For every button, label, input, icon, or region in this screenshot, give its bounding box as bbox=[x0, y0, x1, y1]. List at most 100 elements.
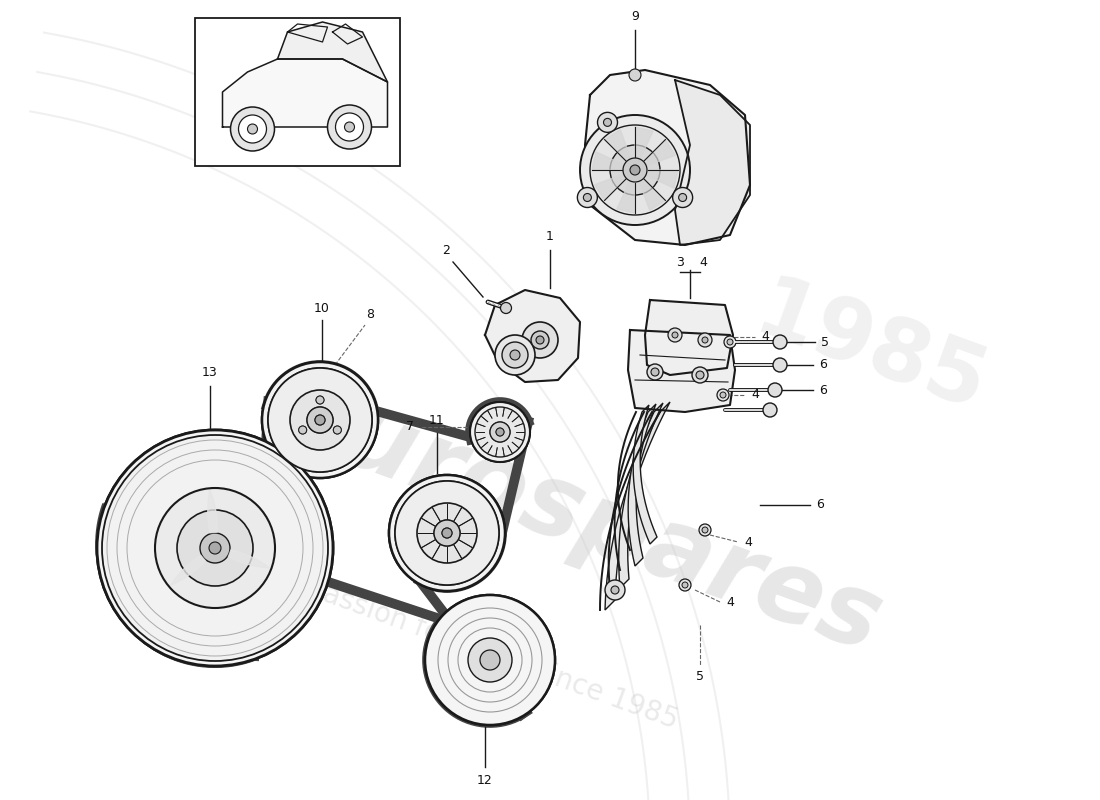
Circle shape bbox=[333, 426, 341, 434]
Polygon shape bbox=[485, 290, 580, 382]
Circle shape bbox=[727, 339, 733, 345]
Polygon shape bbox=[635, 127, 653, 158]
Circle shape bbox=[268, 368, 372, 472]
Text: 6: 6 bbox=[816, 498, 824, 511]
Circle shape bbox=[316, 396, 324, 404]
Text: 8: 8 bbox=[366, 309, 374, 322]
Circle shape bbox=[177, 510, 253, 586]
Polygon shape bbox=[647, 170, 678, 188]
Polygon shape bbox=[645, 300, 733, 375]
Polygon shape bbox=[617, 182, 635, 213]
Bar bbox=[195, 18, 400, 166]
Polygon shape bbox=[208, 490, 217, 533]
Circle shape bbox=[605, 580, 625, 600]
Polygon shape bbox=[628, 404, 656, 566]
Polygon shape bbox=[675, 80, 750, 245]
Circle shape bbox=[299, 426, 307, 434]
Circle shape bbox=[268, 368, 372, 472]
Text: a passion for parts since 1985: a passion for parts since 1985 bbox=[278, 565, 682, 735]
Circle shape bbox=[531, 331, 549, 349]
Circle shape bbox=[604, 118, 612, 126]
Polygon shape bbox=[592, 152, 624, 170]
Text: 6: 6 bbox=[820, 383, 827, 397]
Circle shape bbox=[290, 390, 350, 450]
Circle shape bbox=[239, 115, 266, 143]
Circle shape bbox=[475, 407, 525, 457]
Circle shape bbox=[97, 430, 333, 666]
Circle shape bbox=[610, 145, 660, 195]
Circle shape bbox=[299, 426, 307, 434]
Polygon shape bbox=[634, 405, 657, 544]
Circle shape bbox=[629, 69, 641, 81]
Polygon shape bbox=[628, 330, 735, 412]
Circle shape bbox=[651, 368, 659, 376]
Text: 4: 4 bbox=[761, 330, 769, 343]
Circle shape bbox=[290, 390, 350, 450]
Circle shape bbox=[231, 107, 275, 151]
Polygon shape bbox=[498, 662, 507, 674]
Circle shape bbox=[430, 600, 550, 720]
Circle shape bbox=[495, 335, 535, 375]
Text: 10: 10 bbox=[315, 302, 330, 314]
Text: 6: 6 bbox=[820, 358, 827, 371]
Circle shape bbox=[333, 426, 341, 434]
Circle shape bbox=[702, 527, 708, 533]
Circle shape bbox=[717, 389, 729, 401]
Text: 2: 2 bbox=[442, 243, 450, 257]
Polygon shape bbox=[639, 179, 665, 210]
Circle shape bbox=[763, 403, 777, 417]
Circle shape bbox=[395, 481, 499, 585]
Circle shape bbox=[470, 402, 530, 462]
Polygon shape bbox=[170, 555, 206, 586]
Circle shape bbox=[597, 112, 617, 132]
Circle shape bbox=[307, 407, 333, 433]
Text: 13: 13 bbox=[202, 366, 218, 379]
Polygon shape bbox=[585, 70, 750, 245]
Circle shape bbox=[698, 524, 711, 536]
Circle shape bbox=[417, 503, 477, 563]
Polygon shape bbox=[645, 139, 675, 166]
Circle shape bbox=[102, 435, 328, 661]
Polygon shape bbox=[472, 661, 481, 671]
Circle shape bbox=[442, 528, 452, 538]
Circle shape bbox=[682, 582, 688, 588]
Circle shape bbox=[336, 113, 363, 141]
Text: 11: 11 bbox=[429, 414, 444, 426]
Polygon shape bbox=[595, 174, 626, 201]
Circle shape bbox=[315, 415, 324, 425]
Circle shape bbox=[316, 396, 324, 404]
Circle shape bbox=[470, 402, 530, 462]
Circle shape bbox=[262, 362, 378, 478]
Circle shape bbox=[200, 533, 230, 563]
Circle shape bbox=[389, 475, 505, 591]
Circle shape bbox=[434, 520, 460, 546]
Circle shape bbox=[623, 158, 647, 182]
Polygon shape bbox=[487, 642, 498, 650]
Circle shape bbox=[522, 322, 558, 358]
Text: 5: 5 bbox=[821, 335, 829, 349]
Circle shape bbox=[468, 638, 512, 682]
Circle shape bbox=[262, 362, 378, 478]
Circle shape bbox=[97, 430, 333, 666]
Circle shape bbox=[583, 194, 592, 202]
Circle shape bbox=[248, 124, 257, 134]
Text: 9: 9 bbox=[631, 10, 639, 23]
Circle shape bbox=[630, 165, 640, 175]
Circle shape bbox=[773, 335, 786, 349]
Polygon shape bbox=[277, 22, 387, 82]
Circle shape bbox=[692, 367, 708, 383]
Circle shape bbox=[590, 125, 680, 215]
Text: 3: 3 bbox=[676, 255, 684, 269]
Text: 1: 1 bbox=[546, 230, 554, 243]
Circle shape bbox=[425, 595, 556, 725]
Circle shape bbox=[720, 392, 726, 398]
Circle shape bbox=[344, 122, 354, 132]
Text: eurospares: eurospares bbox=[266, 366, 894, 674]
Circle shape bbox=[647, 364, 663, 380]
Circle shape bbox=[389, 475, 505, 591]
Circle shape bbox=[502, 342, 528, 368]
Circle shape bbox=[510, 350, 520, 360]
Circle shape bbox=[468, 638, 512, 682]
Polygon shape bbox=[605, 402, 670, 610]
Text: 4: 4 bbox=[700, 255, 707, 269]
